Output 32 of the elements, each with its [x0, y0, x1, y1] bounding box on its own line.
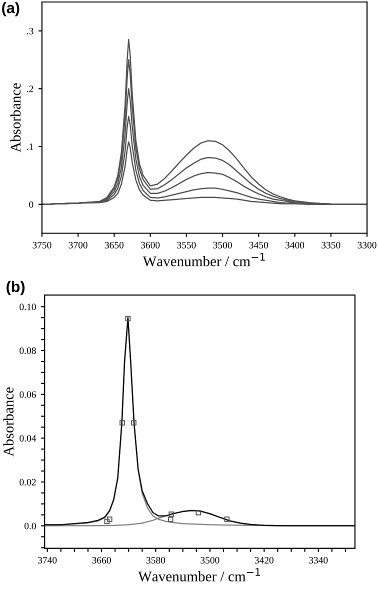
x-tick-label: 3450 [249, 242, 268, 248]
y-tick-label: 0.06 [20, 391, 36, 398]
x-tick-label: 3740 [38, 556, 57, 564]
y-tick-label: 0.08 [20, 347, 36, 354]
y-tick-label: .2 [26, 86, 34, 92]
x-tick-label: 3700 [68, 242, 88, 248]
x-tick-label: 3550 [177, 242, 196, 248]
y-tick-label: 0.0 [24, 522, 36, 530]
y-axis-title: Absorbance [10, 83, 21, 152]
x-tick-label: 3300 [358, 242, 376, 248]
x-tick-label: 3660 [92, 556, 111, 564]
y-tick-label: 0.02 [20, 478, 36, 486]
y-tick-label: 0 [29, 201, 34, 208]
y-tick-label: 0.04 [20, 435, 36, 442]
y-tick-label: .3 [26, 28, 34, 34]
x-axis-title: Wavenumber / cm$^{−1}$ [142, 253, 265, 266]
x-tick-label: 3750 [32, 242, 52, 248]
x-tick-label: 3580 [146, 556, 166, 564]
x-tick-label: 3340 [309, 556, 328, 564]
x-tick-label: 3500 [200, 556, 220, 564]
chart-title: (a) [2, 2, 20, 16]
y-tick-label: .1 [26, 143, 34, 150]
x-tick-label: 3420 [254, 556, 274, 564]
chart-title: (b) [6, 280, 25, 296]
x-tick-label: 3350 [322, 242, 340, 248]
x-tick-label: 3400 [286, 242, 304, 248]
x-tick-label: 3500 [213, 242, 232, 248]
x-axis-title: Wavenumber / cm$^{−1}$ [138, 568, 260, 582]
y-axis-title: Absorbance [3, 387, 14, 456]
x-tick-label: 3650 [104, 242, 124, 248]
y-tick-label: 0.10 [20, 304, 36, 310]
x-tick-label: 3600 [141, 242, 160, 248]
